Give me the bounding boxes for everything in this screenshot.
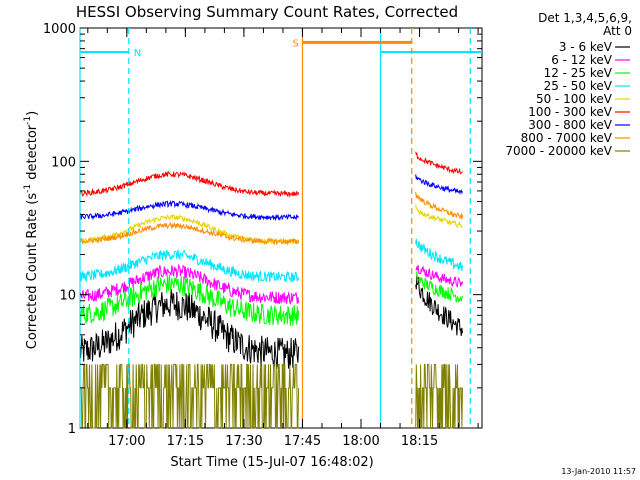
series-line-5-segment-2 (415, 204, 463, 228)
series-line-3-segment-1 (79, 274, 300, 326)
y-axis-label-part-4: -1 (23, 116, 33, 125)
series-line-3-segment-2 (415, 270, 463, 303)
x-axis-label: Start Time (15-Jul-07 16:48:02) (170, 455, 373, 470)
series-line-9-segment-2 (415, 363, 463, 429)
x-tick-label-5: 18:00 (342, 434, 379, 449)
series-line-9-segment-1 (80, 363, 300, 429)
x-tick-label-2: 17:15 (167, 434, 204, 449)
series-line-2-segment-1 (79, 263, 300, 306)
series-line-7-segment-2 (415, 174, 463, 196)
series-line-7-segment-1 (79, 199, 299, 222)
y-tick-label-1: 1 (68, 422, 76, 437)
y-tick-label-2: 10 (59, 289, 76, 304)
legend-title-1: Det 1,3,4,5,6,9, (538, 11, 632, 25)
y-axis-label-part-2: -1 (23, 184, 33, 193)
flag-saa-label: S (292, 38, 298, 49)
series-line-4-segment-1 (79, 249, 300, 284)
legend-label-4: 25 - 50 keV (544, 79, 613, 93)
chart-title: HESSI Observing Summary Count Rates, Cor… (76, 3, 458, 21)
series-line-6-segment-2 (415, 151, 463, 175)
series-line-6-segment-1 (79, 171, 300, 198)
y-tick-label-3: 100 (51, 155, 76, 170)
series-line-8-segment-2 (415, 191, 463, 220)
legend-label-9: 7000 - 20000 keV (505, 144, 612, 158)
footer-timestamp: 13-Jan-2010 11:57 (561, 467, 636, 476)
legend-label-3: 12 - 25 keV (544, 66, 613, 80)
x-tick-label-4: 17:45 (284, 434, 321, 449)
legend-label-5: 50 - 100 keV (536, 92, 613, 106)
plot-area: N S 1 10 100 1000 17:00 17:15 17:30 17:45 18:00 18:… (43, 22, 483, 449)
series-line-4-segment-2 (415, 238, 463, 272)
y-axis-label-part-3: detector (25, 124, 40, 184)
y-tick-label-4: 1000 (43, 22, 76, 37)
series-line-8-segment-1 (79, 221, 300, 247)
y-axis-label-part-1: Corrected Count Rate (s (25, 193, 40, 350)
legend-label-8: 800 - 7000 keV (521, 131, 613, 145)
legend-label-7: 300 - 800 keV (528, 118, 612, 132)
y-axis-label: Corrected Count Rate (s-1 detector-1) (23, 111, 40, 349)
legend-label-1: 3 - 6 keV (559, 40, 613, 54)
legend-label-2: 6 - 12 keV (551, 53, 613, 67)
legend-label-6: 100 - 300 keV (528, 105, 612, 119)
series-line-1-segment-2 (415, 273, 463, 337)
x-tick-label-3: 17:30 (225, 434, 262, 449)
x-tick-label-6: 18:15 (401, 434, 438, 449)
legend-title-2: Att 0 (603, 24, 632, 38)
flag-night-label: N (134, 48, 141, 59)
series-line-2-segment-2 (415, 264, 463, 288)
y-axis-label-part-5: ) (25, 111, 40, 116)
x-tick-label-1: 17:00 (108, 434, 145, 449)
